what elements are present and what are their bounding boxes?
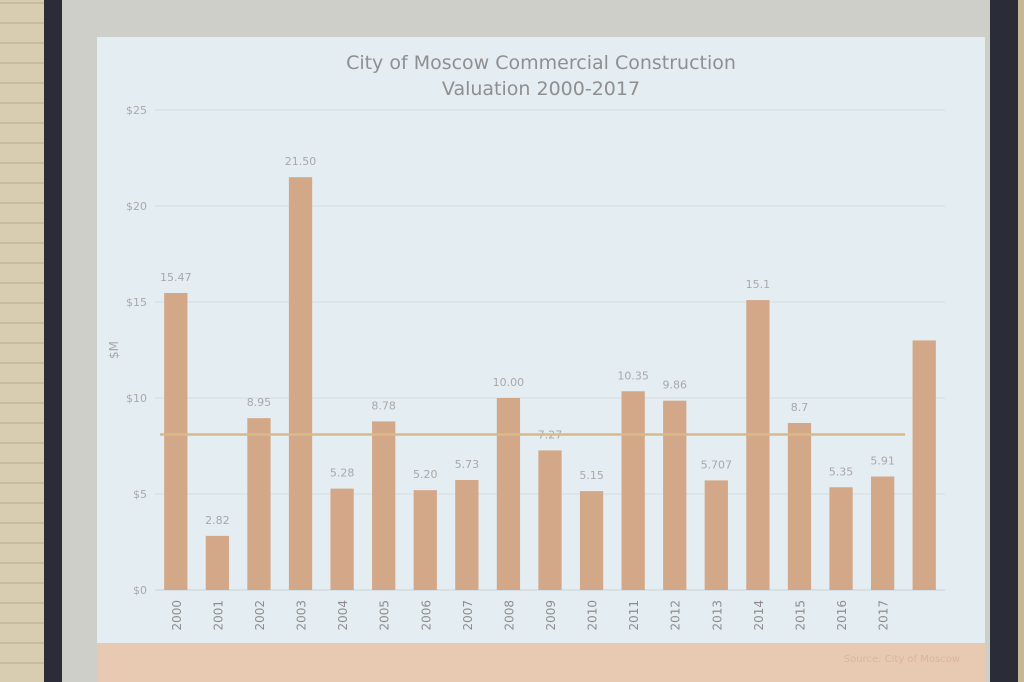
- x-tick-label: 2001: [211, 600, 225, 631]
- bar: [413, 490, 437, 590]
- data-label: 5.35: [829, 465, 854, 478]
- x-tick-label: 2007: [461, 600, 475, 631]
- bar: [704, 480, 728, 590]
- x-tick-label: 2002: [253, 600, 267, 631]
- bar: [496, 398, 521, 590]
- x-tick-label: 2014: [752, 600, 766, 631]
- y-tick-label: $0: [133, 584, 147, 597]
- bar: [870, 476, 895, 590]
- bar: [787, 422, 812, 590]
- data-label: 5.91: [870, 455, 895, 468]
- bar: [746, 300, 770, 590]
- x-tick-label: 2015: [793, 600, 807, 631]
- data-label: 10.00: [493, 376, 525, 389]
- data-label: 5.73: [455, 458, 480, 471]
- y-tick-label: $25: [126, 104, 147, 117]
- x-tick-label: 2009: [544, 600, 558, 631]
- bar: [372, 421, 396, 590]
- bar: [621, 391, 645, 590]
- data-label: 8.7: [791, 401, 809, 414]
- bar: [330, 488, 354, 590]
- slide-footer-band: [97, 643, 985, 682]
- y-tick-label: $20: [126, 200, 147, 213]
- x-tick-label: 2012: [669, 600, 683, 631]
- y-tick-label: $10: [126, 392, 147, 405]
- x-tick-label: 2008: [502, 600, 516, 631]
- x-tick-label: 2016: [835, 600, 849, 631]
- data-label: 8.95: [247, 396, 272, 409]
- y-axis-label: $M: [107, 341, 121, 359]
- data-label: 5.20: [413, 468, 438, 481]
- bar: [912, 340, 936, 590]
- bar: [829, 487, 853, 590]
- bar: [538, 450, 562, 590]
- y-tick-label: $5: [133, 488, 147, 501]
- chart-title-line1: City of Moscow Commercial Construction: [346, 52, 736, 74]
- chart-title: City of Moscow Commercial Construction V…: [97, 50, 985, 102]
- bar: [288, 177, 313, 590]
- data-label: 21.50: [285, 155, 317, 168]
- data-label: 2.82: [205, 514, 230, 527]
- x-tick-label: 2011: [627, 600, 641, 631]
- data-label: 15.1: [746, 278, 771, 291]
- x-tick-label: 2006: [419, 600, 433, 631]
- source-note: Source: City of Moscow: [843, 654, 960, 665]
- x-tick-label: 2004: [336, 600, 350, 631]
- data-label: 9.86: [662, 379, 687, 392]
- data-label: 5.15: [579, 469, 604, 482]
- bar: [164, 292, 188, 590]
- bar: [579, 491, 604, 590]
- data-label: 10.35: [617, 369, 649, 382]
- x-tick-label: 2013: [710, 600, 724, 631]
- data-label: 5.28: [330, 467, 355, 480]
- data-label: 5.707: [701, 458, 733, 471]
- bar: [455, 479, 479, 590]
- data-label: 8.78: [371, 399, 396, 412]
- bar: [205, 535, 230, 590]
- x-tick-label: 2005: [378, 600, 392, 631]
- x-tick-label: 2017: [877, 600, 891, 631]
- bar: [247, 418, 271, 590]
- x-tick-label: 2003: [295, 600, 309, 631]
- x-tick-label: 2010: [586, 600, 600, 631]
- x-tick-label: 2000: [170, 600, 184, 631]
- bar: [663, 400, 687, 590]
- y-tick-label: $15: [126, 296, 147, 309]
- chart-title-line2: Valuation 2000-2017: [441, 78, 641, 100]
- data-label: 15.47: [160, 271, 192, 284]
